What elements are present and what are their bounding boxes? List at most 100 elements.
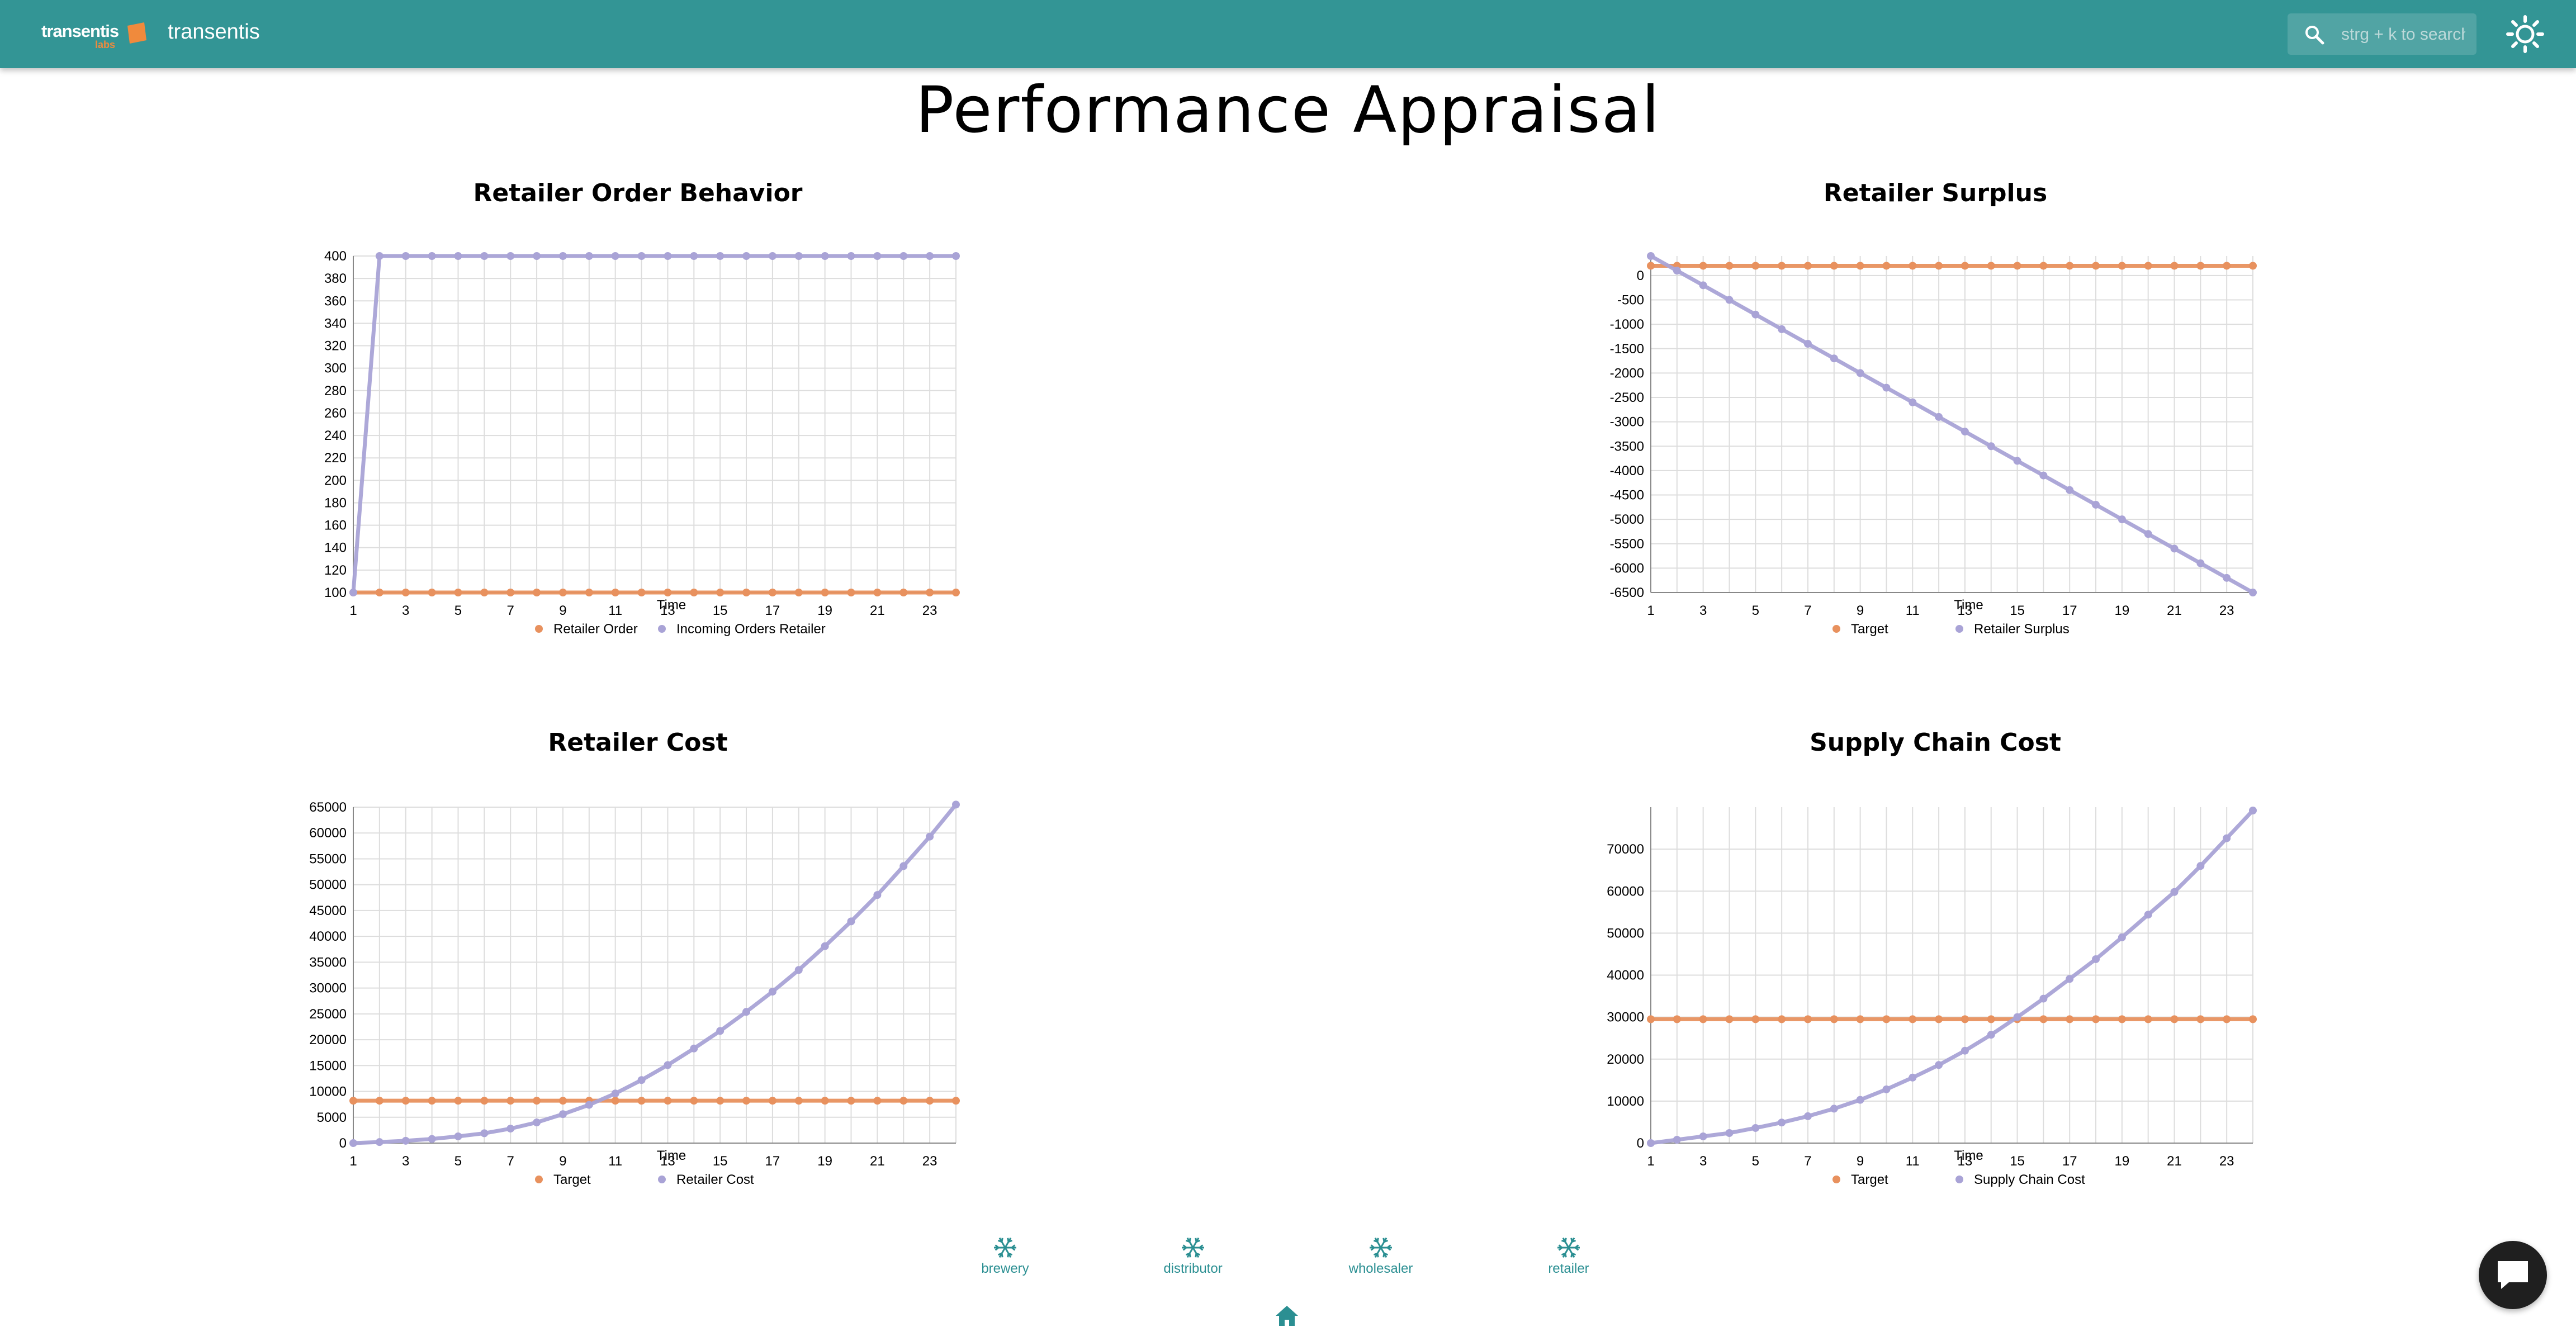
y-tick-label: 220 xyxy=(324,451,347,466)
data-point xyxy=(2039,262,2048,270)
x-axis-label: Time xyxy=(657,598,686,613)
data-point xyxy=(2092,1015,2100,1023)
data-point xyxy=(1830,1015,1838,1023)
nav-wholesaler[interactable]: wholesaler xyxy=(1336,1235,1426,1280)
data-point xyxy=(2013,262,2021,270)
snowflake-icon xyxy=(1182,1237,1204,1258)
search-input[interactable] xyxy=(2341,23,2465,46)
data-point xyxy=(2170,888,2179,896)
transentis-logo[interactable]: transentis labs xyxy=(41,12,153,50)
data-point xyxy=(558,1110,567,1119)
data-point xyxy=(926,832,934,841)
data-point xyxy=(899,1097,908,1105)
data-point xyxy=(1935,1061,1943,1069)
data-point xyxy=(454,589,462,596)
data-point xyxy=(690,589,698,596)
data-point xyxy=(2249,262,2257,270)
y-tick-label: 0 xyxy=(1637,1136,1644,1151)
x-tick-label: 11 xyxy=(1906,1154,1920,1169)
data-point xyxy=(794,1097,803,1105)
data-point xyxy=(1751,310,1760,319)
data-point xyxy=(794,252,803,260)
y-tick-label: 200 xyxy=(324,473,347,488)
y-tick-label: 0 xyxy=(1637,268,1644,283)
chat-button[interactable] xyxy=(2479,1241,2547,1309)
y-tick-label: 100 xyxy=(324,585,347,600)
legend-marker xyxy=(1955,625,1963,633)
data-point xyxy=(611,252,619,260)
y-tick-label: 0 xyxy=(339,1136,347,1151)
data-point xyxy=(1830,354,1838,363)
nav-retailer[interactable]: retailer xyxy=(1524,1235,1613,1280)
data-point xyxy=(454,1097,462,1105)
nav-distributor[interactable]: distributor xyxy=(1148,1235,1238,1280)
data-point xyxy=(2013,1015,2021,1023)
data-point xyxy=(375,1138,383,1146)
x-tick-label: 9 xyxy=(559,603,566,618)
sun-icon[interactable] xyxy=(2506,15,2545,54)
legend-label: Retailer Surplus xyxy=(1974,622,2070,637)
data-point xyxy=(899,252,908,260)
x-tick-label: 21 xyxy=(2167,603,2182,618)
data-point xyxy=(1778,1015,1786,1023)
data-point xyxy=(401,1097,410,1105)
data-point xyxy=(1830,262,1838,270)
data-point xyxy=(1699,1015,1707,1023)
data-point xyxy=(2170,1015,2179,1023)
x-tick-label: 23 xyxy=(2219,603,2234,618)
nav-label: distributor xyxy=(1163,1261,1223,1276)
data-point xyxy=(375,252,383,260)
data-point xyxy=(375,1097,383,1105)
data-point xyxy=(401,252,410,260)
data-point xyxy=(506,252,515,260)
data-point xyxy=(952,589,960,596)
data-point xyxy=(1882,262,1891,270)
legend-label: Retailer Order xyxy=(553,622,638,637)
x-tick-label: 9 xyxy=(559,1154,566,1169)
x-tick-label: 5 xyxy=(454,603,462,618)
y-tick-label: 260 xyxy=(324,406,347,421)
x-tick-label: 7 xyxy=(1804,1154,1811,1169)
x-tick-label: 21 xyxy=(870,603,885,618)
x-axis-label: Time xyxy=(657,1148,686,1163)
x-tick-label: 9 xyxy=(1857,1154,1864,1169)
data-point xyxy=(768,988,776,996)
data-point xyxy=(506,1125,515,1133)
search-box[interactable] xyxy=(2288,13,2476,55)
data-point xyxy=(821,252,829,260)
data-point xyxy=(952,800,960,809)
data-point xyxy=(1856,1096,1864,1104)
x-tick-label: 1 xyxy=(349,603,357,618)
data-point xyxy=(1909,1015,1917,1023)
data-point xyxy=(847,1097,855,1105)
series-line xyxy=(353,803,958,1145)
data-point xyxy=(899,862,908,870)
data-point xyxy=(480,589,489,596)
data-point xyxy=(2249,1015,2257,1023)
data-point xyxy=(1803,262,1812,270)
data-point xyxy=(454,252,462,260)
y-tick-label: 40000 xyxy=(1607,968,1644,983)
data-point xyxy=(585,1097,593,1105)
y-tick-label: -5000 xyxy=(1610,512,1644,527)
y-tick-label: 380 xyxy=(324,271,347,286)
data-point xyxy=(926,589,934,596)
data-point xyxy=(1935,262,1943,270)
data-point xyxy=(2170,262,2179,270)
series-line xyxy=(1650,254,2254,595)
home-icon[interactable] xyxy=(1275,1305,1299,1327)
nav-brewery[interactable]: brewery xyxy=(960,1235,1050,1280)
data-point xyxy=(1856,369,1864,377)
y-tick-label: 30000 xyxy=(309,981,347,996)
data-point xyxy=(2196,262,2205,270)
data-point xyxy=(558,252,567,260)
data-point xyxy=(716,252,724,260)
data-point xyxy=(1987,262,1995,270)
data-point xyxy=(401,1136,410,1145)
x-tick-label: 3 xyxy=(1699,603,1707,618)
y-tick-label: 300 xyxy=(324,361,347,376)
x-tick-label: 5 xyxy=(1752,603,1759,618)
data-point xyxy=(428,1097,436,1105)
data-point xyxy=(1882,1015,1891,1023)
